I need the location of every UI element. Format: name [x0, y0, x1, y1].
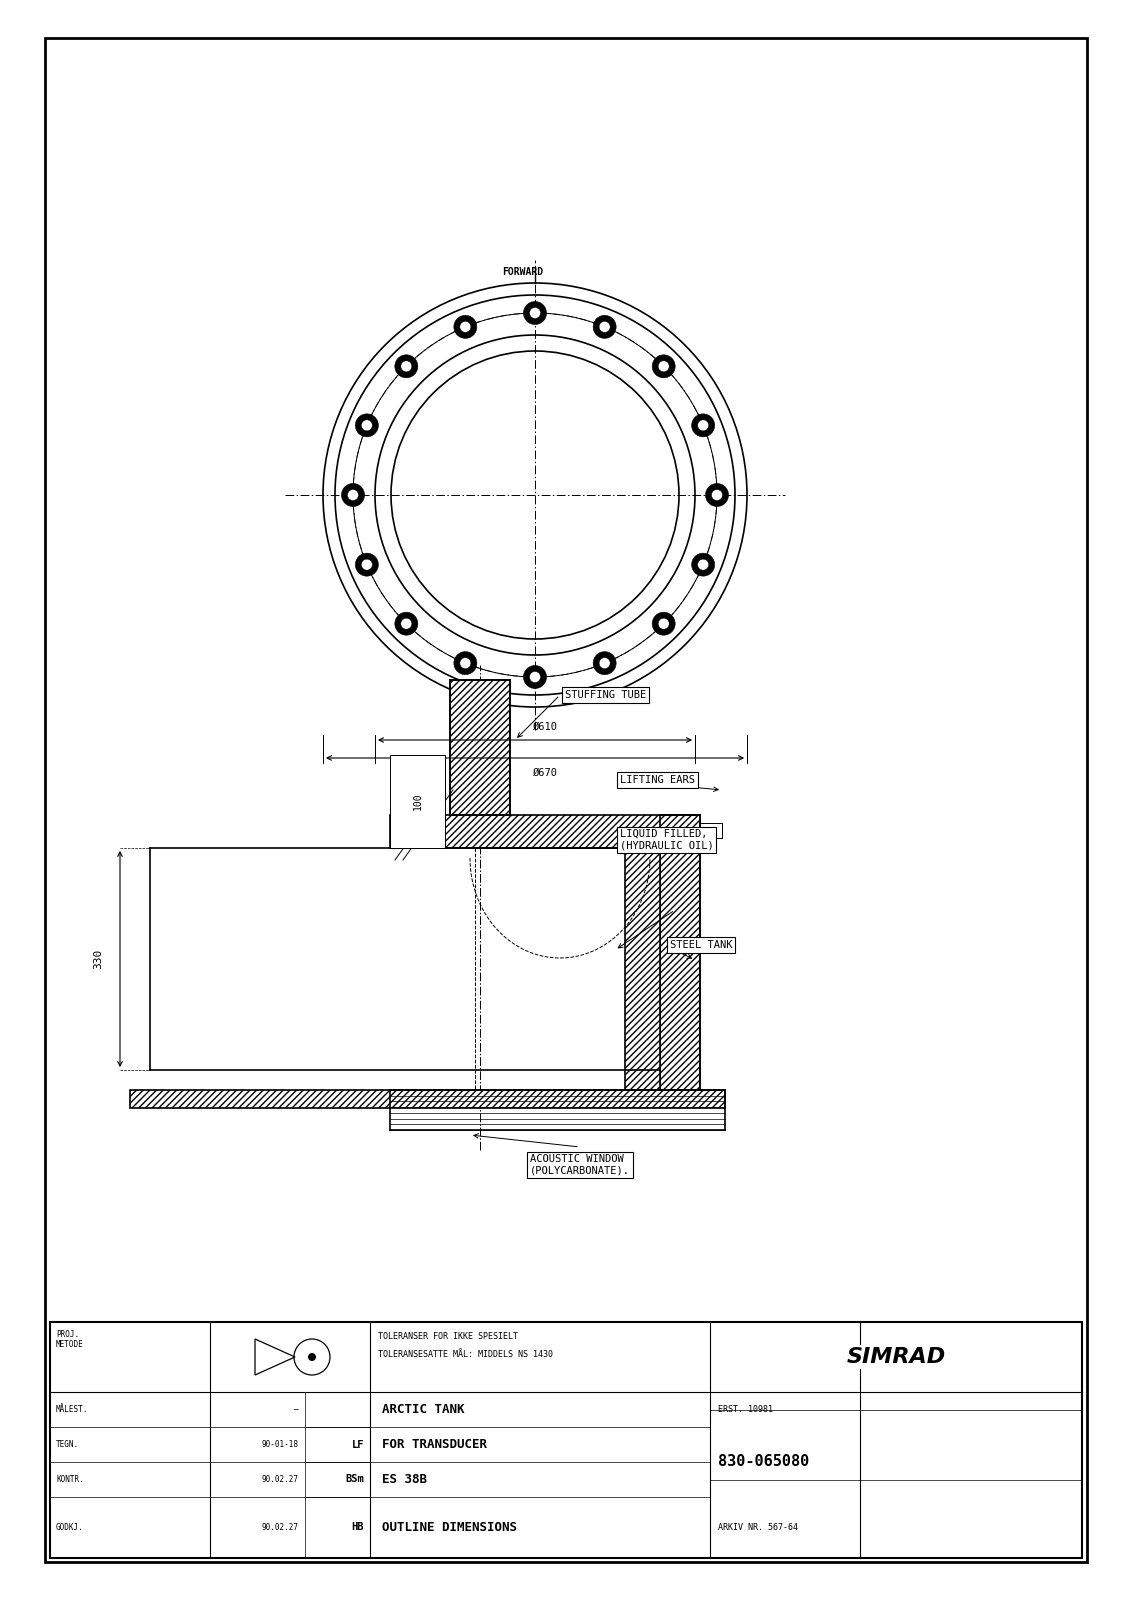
Circle shape [454, 651, 477, 675]
Circle shape [593, 651, 616, 675]
Text: BSm: BSm [345, 1475, 365, 1485]
Text: STUFFING TUBE: STUFFING TUBE [565, 690, 646, 699]
Bar [660, 814, 700, 1090]
Circle shape [342, 483, 365, 507]
Text: TEGN.: TEGN. [55, 1440, 79, 1450]
Circle shape [348, 490, 359, 501]
Bar [625, 848, 660, 1090]
Circle shape [395, 355, 418, 378]
Text: FORWARD: FORWARD [503, 267, 543, 277]
Circle shape [652, 613, 675, 635]
Text: 830-065080: 830-065080 [718, 1454, 809, 1469]
Bar [451, 680, 511, 814]
Text: MÅLEST.: MÅLEST. [55, 1405, 88, 1414]
Text: LF: LF [352, 1440, 365, 1450]
Circle shape [599, 658, 610, 669]
Text: ERST. 10981: ERST. 10981 [718, 1405, 773, 1414]
Circle shape [599, 322, 610, 333]
Circle shape [454, 315, 477, 338]
Bar [391, 755, 445, 848]
Circle shape [401, 362, 412, 371]
Text: 90.02.27: 90.02.27 [261, 1523, 299, 1533]
Text: SIMRAD: SIMRAD [847, 1347, 945, 1366]
Text: 90.02.27: 90.02.27 [261, 1475, 299, 1485]
Circle shape [692, 414, 714, 437]
Circle shape [395, 613, 418, 635]
Circle shape [712, 490, 722, 501]
Text: LIQUID FILLED,
(HYDRAULIC OIL): LIQUID FILLED, (HYDRAULIC OIL) [620, 829, 714, 851]
Circle shape [401, 618, 412, 629]
Circle shape [658, 618, 669, 629]
Bar [50, 1322, 1082, 1558]
Text: ARCTIC TANK: ARCTIC TANK [381, 1403, 464, 1416]
Circle shape [658, 362, 669, 371]
Circle shape [652, 355, 675, 378]
Circle shape [530, 307, 540, 318]
Circle shape [460, 658, 471, 669]
Text: ARKIV NR. 567-64: ARKIV NR. 567-64 [718, 1523, 798, 1533]
Circle shape [523, 666, 547, 688]
Circle shape [593, 315, 616, 338]
Bar [451, 680, 511, 814]
Text: FOR TRANSDUCER: FOR TRANSDUCER [381, 1438, 487, 1451]
Text: 330: 330 [93, 949, 103, 970]
Text: Ø670: Ø670 [532, 768, 557, 778]
Text: STEEL TANK: STEEL TANK [670, 939, 732, 950]
Circle shape [692, 554, 714, 576]
Text: HB: HB [352, 1523, 365, 1533]
Text: TOLERANSER FOR IKKE SPESIELT: TOLERANSER FOR IKKE SPESIELT [378, 1331, 518, 1341]
Text: KONTR.: KONTR. [55, 1475, 84, 1485]
Bar [391, 814, 700, 848]
Text: 90-01-18: 90-01-18 [261, 1440, 299, 1450]
Text: ACOUSTIC WINDOW
(POLYCARBONATE).: ACOUSTIC WINDOW (POLYCARBONATE). [530, 1154, 631, 1176]
Text: 100: 100 [412, 792, 422, 810]
Circle shape [361, 419, 372, 430]
Text: LIFTING EARS: LIFTING EARS [620, 774, 695, 786]
Circle shape [355, 554, 378, 576]
Bar [700, 822, 722, 838]
Circle shape [361, 558, 372, 570]
Text: Ø610: Ø610 [532, 722, 557, 733]
Circle shape [460, 322, 471, 333]
Text: PROJ.
METODE: PROJ. METODE [55, 1330, 84, 1349]
Text: —: — [294, 1405, 299, 1414]
Circle shape [697, 558, 709, 570]
Circle shape [523, 301, 547, 325]
Text: GODKJ.: GODKJ. [55, 1523, 84, 1533]
Circle shape [697, 419, 709, 430]
Circle shape [308, 1354, 316, 1362]
Text: OUTLINE DIMENSIONS: OUTLINE DIMENSIONS [381, 1522, 517, 1534]
Text: TOLERANSESATTE MÅL: MIDDELS NS 1430: TOLERANSESATTE MÅL: MIDDELS NS 1430 [378, 1350, 554, 1358]
Circle shape [705, 483, 729, 507]
Circle shape [530, 672, 540, 683]
Text: ES 38B: ES 38B [381, 1474, 427, 1486]
Circle shape [355, 414, 378, 437]
Bar [130, 1090, 724, 1107]
